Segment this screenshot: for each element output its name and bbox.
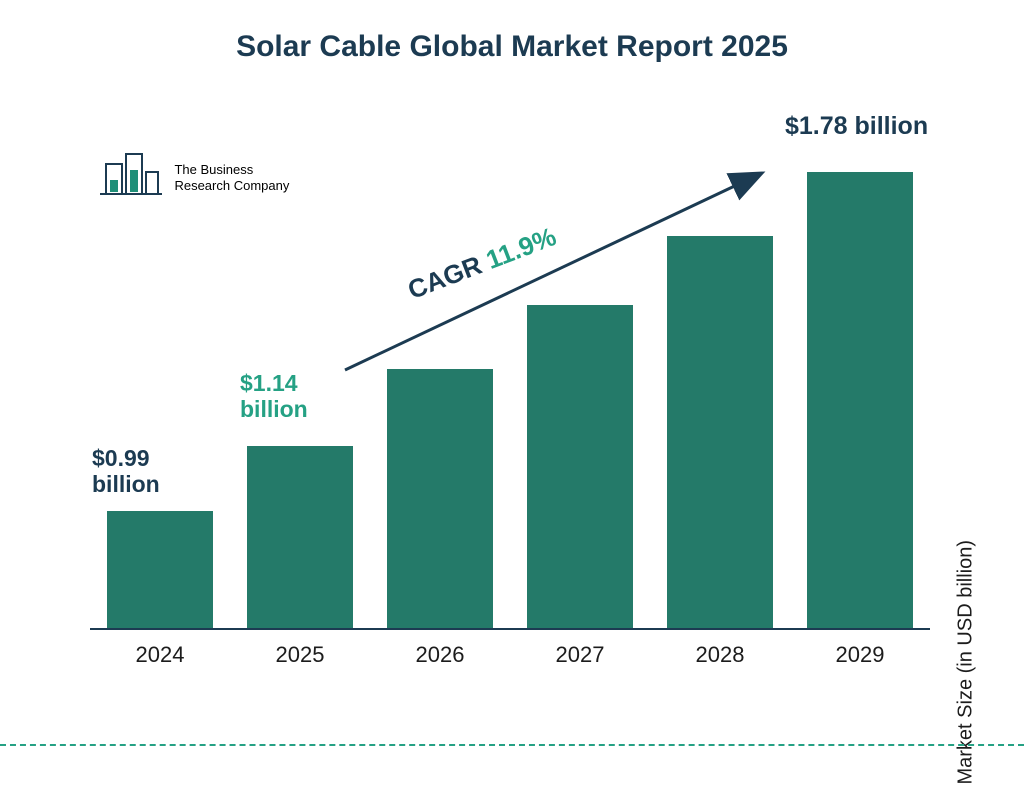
x-tick-label: 2026 xyxy=(387,642,493,668)
y-axis-title: Market Size (in USD billion) xyxy=(955,540,978,785)
x-tick-label: 2024 xyxy=(107,642,213,668)
value-label-2029: $1.78 billion xyxy=(785,112,1024,141)
x-tick-label: 2029 xyxy=(807,642,913,668)
x-tick-label: 2028 xyxy=(667,642,773,668)
chart-title: Solar Cable Global Market Report 2025 xyxy=(0,30,1024,64)
bar xyxy=(387,369,493,628)
bar xyxy=(527,305,633,628)
x-axis-labels: 2024 2025 2026 2027 2028 2029 xyxy=(90,642,930,668)
value-label-2025: $1.14 billion xyxy=(240,370,360,423)
bottom-divider xyxy=(0,744,1024,746)
x-tick-label: 2027 xyxy=(527,642,633,668)
bar xyxy=(807,172,913,628)
x-axis-line xyxy=(90,628,930,630)
bar xyxy=(667,236,773,628)
value-label-2024: $0.99 billion xyxy=(92,445,212,498)
bar xyxy=(107,511,213,628)
bar-group xyxy=(90,120,930,628)
x-tick-label: 2025 xyxy=(247,642,353,668)
bar xyxy=(247,446,353,628)
chart-plot: 202420252026202720282029 Market Size (in… xyxy=(90,120,930,660)
